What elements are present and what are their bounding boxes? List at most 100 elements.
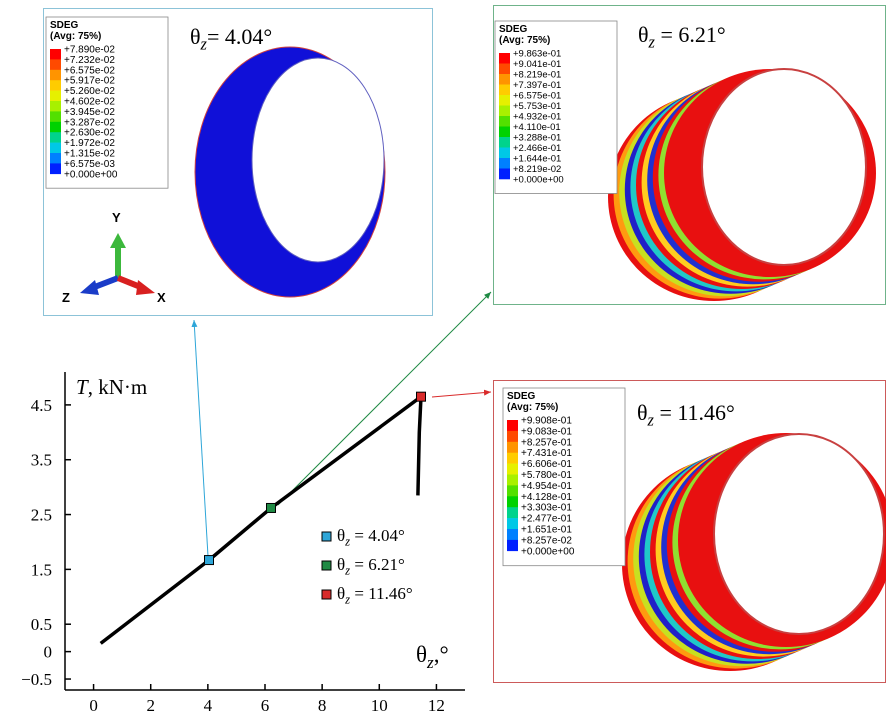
legend-title: SDEG	[507, 391, 536, 402]
y-tick-label: 1.5	[31, 560, 52, 579]
legend-value: +1.972e-02	[64, 138, 115, 149]
legend-value: +9.083e-01	[521, 426, 572, 437]
legend-value: +7.232e-02	[64, 55, 115, 66]
colorbar-band	[499, 127, 510, 138]
colorbar-band	[50, 59, 61, 70]
legend-value: +0.000e+00	[521, 546, 575, 557]
legend-value: +2.477e-01	[521, 514, 572, 525]
legend-subtitle: (Avg: 75%)	[50, 31, 101, 42]
colorbar-band	[499, 137, 510, 148]
y-tick-label: 3.5	[31, 451, 52, 470]
legend-value: +6.575e-01	[513, 91, 561, 102]
legend-label: θz = 6.21°	[337, 555, 405, 577]
legend-value: +3.945e-02	[64, 107, 115, 118]
colorbar-band	[499, 53, 510, 64]
legend-value: +4.110e-01	[513, 122, 561, 133]
colorbar-band	[507, 475, 518, 486]
colorbar-band	[507, 431, 518, 442]
colorbar-band	[50, 49, 61, 60]
colorbar-band	[499, 116, 510, 127]
legend-value: +9.041e-01	[513, 59, 561, 70]
colorbar-band	[50, 91, 61, 102]
legend-value: +8.257e-02	[521, 535, 572, 546]
legend-subtitle: (Avg: 75%)	[507, 402, 558, 413]
colorbar-band	[507, 464, 518, 475]
axis-triad-label: Z	[62, 290, 70, 305]
legend-swatch	[322, 532, 331, 541]
legend-value: +3.287e-02	[64, 117, 115, 128]
legend-value: +4.602e-02	[64, 97, 115, 108]
legend-value: +7.890e-02	[64, 45, 115, 56]
legend-value: +1.644e-01	[513, 154, 561, 165]
legend-value: +4.128e-01	[521, 492, 572, 503]
data-point	[267, 503, 276, 512]
colorbar-band	[499, 95, 510, 106]
colorbar-band	[499, 148, 510, 159]
data-point	[205, 556, 214, 565]
legend-value: +2.466e-01	[513, 143, 561, 154]
x-tick-label: 6	[261, 696, 270, 715]
legend-value: +5.753e-01	[513, 101, 561, 112]
y-tick-label: 0	[44, 643, 53, 662]
x-tick-label: 12	[428, 696, 445, 715]
colorbar-band	[507, 540, 518, 551]
x-tick-label: 8	[318, 696, 327, 715]
colorbar-band	[50, 80, 61, 91]
colorbar-band	[50, 153, 61, 164]
legend-label: θz = 4.04°	[337, 526, 405, 548]
y-axis-label: T, kN·m	[76, 375, 147, 399]
data-point	[417, 392, 426, 401]
legend-value: +3.303e-01	[521, 503, 572, 514]
callout-arrow	[194, 320, 208, 556]
legend-value: +1.651e-01	[521, 525, 572, 536]
figure: −0.500.51.52.53.54.5024681012T, kN·mθz,°…	[0, 0, 886, 717]
legend-value: +8.219e-01	[513, 70, 561, 81]
legend-value: +0.000e+00	[64, 169, 118, 180]
legend-value: +6.606e-01	[521, 459, 572, 470]
colorbar-band	[499, 74, 510, 85]
colorbar-band	[507, 485, 518, 496]
ring-opening	[714, 434, 884, 634]
legend-value: +4.932e-01	[513, 112, 561, 123]
colorbar-band	[507, 420, 518, 431]
callout-arrow	[278, 292, 491, 505]
colorbar-band	[507, 442, 518, 453]
legend-swatch	[322, 590, 331, 599]
colorbar-band	[499, 106, 510, 117]
legend-swatch	[322, 561, 331, 570]
legend-value: +8.257e-01	[521, 437, 572, 448]
colorbar-band	[507, 453, 518, 464]
x-tick-label: 10	[371, 696, 388, 715]
y-tick-label: 4.5	[31, 396, 52, 415]
x-tick-label: 0	[89, 696, 98, 715]
legend-label: θz = 11.46°	[337, 584, 413, 606]
colorbar-band	[499, 85, 510, 96]
legend-value: +7.431e-01	[521, 448, 572, 459]
y-tick-label: 2.5	[31, 506, 52, 525]
legend-title: SDEG	[50, 20, 79, 31]
legend-value: +1.315e-02	[64, 149, 115, 160]
axis-triad-label: Y	[112, 210, 121, 225]
colorbar-band	[507, 518, 518, 529]
colorbar-band	[507, 496, 518, 507]
legend-subtitle: (Avg: 75%)	[499, 35, 550, 46]
x-tick-label: 2	[146, 696, 155, 715]
legend-title: SDEG	[499, 24, 528, 35]
data-line	[101, 397, 421, 644]
colorbar-band	[50, 101, 61, 112]
colorbar-band	[50, 132, 61, 143]
legend-value: +9.908e-01	[521, 416, 572, 427]
x-axis-label: θz,°	[416, 642, 449, 672]
colorbar-band	[507, 507, 518, 518]
colorbar-band	[50, 122, 61, 133]
colorbar-band	[499, 169, 510, 180]
legend-value: +3.288e-01	[513, 133, 561, 144]
colorbar-band	[499, 158, 510, 169]
legend-value: +0.000e+00	[513, 175, 564, 186]
ring-opening	[252, 58, 384, 262]
colorbar-band	[50, 111, 61, 122]
legend-value: +6.575e-03	[64, 159, 115, 170]
legend-value: +5.780e-01	[521, 470, 572, 481]
y-tick-label: 0.5	[31, 615, 52, 634]
colorbar-band	[507, 529, 518, 540]
